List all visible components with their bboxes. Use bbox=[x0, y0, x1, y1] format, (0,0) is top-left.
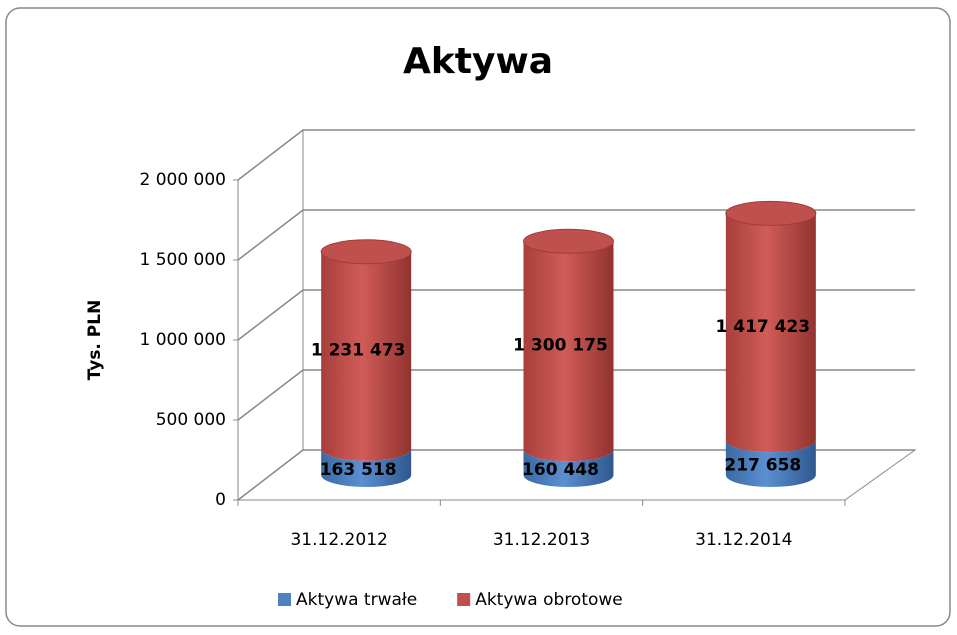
cylinder-segment bbox=[523, 449, 614, 488]
value-label: 1 300 175 bbox=[513, 335, 608, 355]
legend-swatch bbox=[457, 593, 471, 606]
value-label: 160 448 bbox=[522, 460, 599, 480]
value-label: 163 518 bbox=[320, 460, 397, 480]
y-tick-label: 500 000 bbox=[156, 410, 226, 430]
grid-line bbox=[237, 289, 915, 341]
value-label: 1 231 473 bbox=[311, 340, 406, 360]
x-tick-label: 31.12.2013 bbox=[493, 530, 590, 550]
grid-line bbox=[237, 369, 915, 421]
cylinder-top bbox=[523, 228, 614, 254]
y-tick-label: 1 500 000 bbox=[139, 250, 226, 270]
value-label: 1 417 423 bbox=[716, 317, 811, 337]
cylinder-top bbox=[320, 239, 412, 265]
grid-line bbox=[237, 129, 915, 181]
cylinder-top bbox=[725, 200, 817, 226]
legend-swatch bbox=[278, 593, 291, 606]
y-axis-label: Tys. PLN bbox=[85, 300, 105, 381]
grid-line bbox=[237, 449, 915, 501]
cylinder-segment bbox=[523, 241, 614, 462]
cylinder-segment bbox=[321, 448, 412, 488]
x-tick-label: 31.12.2014 bbox=[695, 530, 792, 550]
y-tick-label: 1 000 000 bbox=[139, 330, 226, 350]
y-tick-label: 2 000 000 bbox=[139, 170, 226, 190]
x-tick-label: 31.12.2012 bbox=[290, 530, 387, 550]
y-tick-label: 0 bbox=[215, 490, 226, 510]
value-label: 217 658 bbox=[724, 456, 801, 476]
legend-label: Aktywa trwałe bbox=[296, 590, 417, 610]
cylinder-segment bbox=[725, 440, 816, 488]
legend-label: Aktywa obrotowe bbox=[475, 590, 623, 610]
cylinder-segment bbox=[321, 251, 412, 461]
cylinder-segment bbox=[725, 213, 816, 453]
chart-title: Aktywa bbox=[403, 41, 553, 82]
grid-line bbox=[237, 209, 915, 261]
